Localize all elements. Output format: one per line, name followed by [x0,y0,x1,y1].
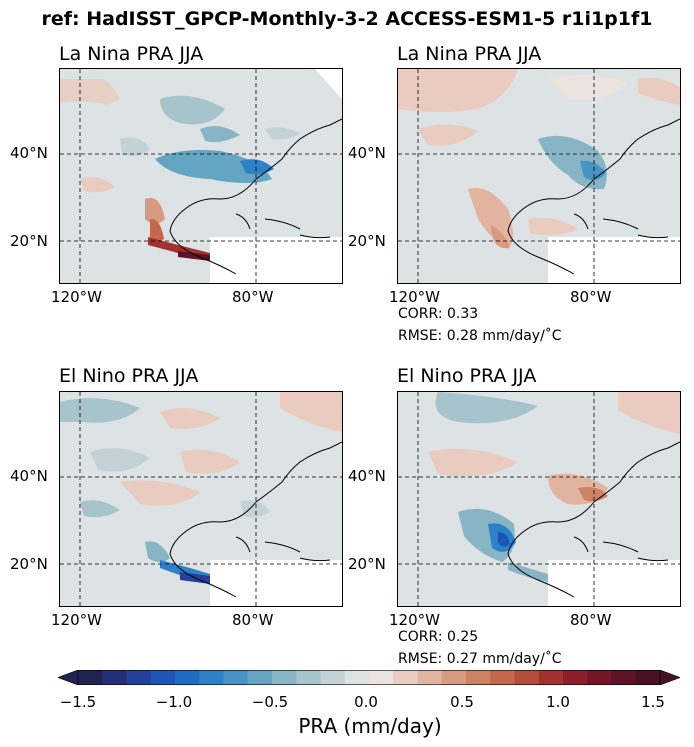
colorbar-segment [563,670,588,685]
rmse-model-lanina: RMSE: 0.28 mm/day/˚C [398,328,562,344]
lat-tick-20n: 20°N [10,555,48,573]
lon-tick-120w: 120°W [389,288,440,306]
colorbar-segment [344,670,370,685]
colorbar-outline [77,670,661,685]
lat-tick-20n: 20°N [348,232,386,250]
colorbar-segment [296,670,321,685]
colorbar-tick: 0.5 [450,693,474,711]
lon-tick-80w: 80°W [570,288,612,306]
colorbar-segment [175,670,200,685]
lat-tick-20n: 20°N [348,555,386,573]
colorbar-tick: −1.0 [155,693,193,711]
colorbar-segment [466,670,491,685]
panel-title-ref-lanina: La Nina PRA JJA [59,43,204,65]
colorbar-segment [538,670,564,685]
colorbar-segment [78,670,103,685]
colorbar-segment [587,670,612,685]
colorbar-segment [441,670,467,685]
colorbar-tick: −0.5 [251,693,289,711]
colorbar-segment [126,670,152,685]
lon-tick-120w: 120°W [389,611,440,629]
lat-tick-40n: 40°N [348,467,386,485]
colorbar-segment [393,670,418,685]
colorbar-segment [490,670,515,685]
colorbar-segment [514,670,540,685]
colorbar-extend-low [58,670,79,685]
colorbar-segment [635,670,661,685]
colorbar-segment [247,670,273,685]
colorbar-segment [369,670,394,685]
colorbar-segment [223,670,249,685]
panel-title-ref-elnino: El Nino PRA JJA [59,365,199,387]
colorbar [58,670,680,685]
lat-tick-40n: 40°N [348,144,386,162]
colorbar-extend-high [659,670,680,685]
colorbar-tick: −1.5 [59,693,97,711]
colorbar-tick: 1.5 [641,693,665,711]
lon-tick-80w: 80°W [570,611,612,629]
colorbar-label: PRA (mm/day) [298,714,442,738]
colorbar-segment [150,670,176,685]
map-ref-lanina [59,68,343,284]
corr-model-elnino: CORR: 0.25 [398,629,479,645]
lon-tick-120w: 120°W [51,611,102,629]
lon-tick-80w: 80°W [232,288,274,306]
colorbar-segment [102,670,127,685]
lat-tick-40n: 40°N [10,144,48,162]
colorbar-segment [611,670,637,685]
colorbar-segment [199,670,224,685]
lat-tick-40n: 40°N [10,467,48,485]
corr-model-lanina: CORR: 0.33 [398,306,479,322]
panel-title-model-lanina: La Nina PRA JJA [397,43,542,65]
panel-title-model-elnino: El Nino PRA JJA [397,365,537,387]
lon-tick-120w: 120°W [51,288,102,306]
colorbar-tick: 0.0 [354,693,378,711]
map-model-elnino [397,391,681,607]
colorbar-segment [417,670,443,685]
lon-tick-80w: 80°W [232,611,274,629]
rmse-model-elnino: RMSE: 0.27 mm/day/˚C [398,651,562,667]
colorbar-segment [272,670,297,685]
map-ref-elnino [59,391,343,607]
map-model-lanina [397,68,681,284]
figure-title: ref: HadISST_GPCP-Monthly-3-2 ACCESS-ESM… [41,8,653,30]
colorbar-tick: 1.0 [546,693,570,711]
colorbar-segment [320,670,346,685]
lat-tick-20n: 20°N [10,232,48,250]
